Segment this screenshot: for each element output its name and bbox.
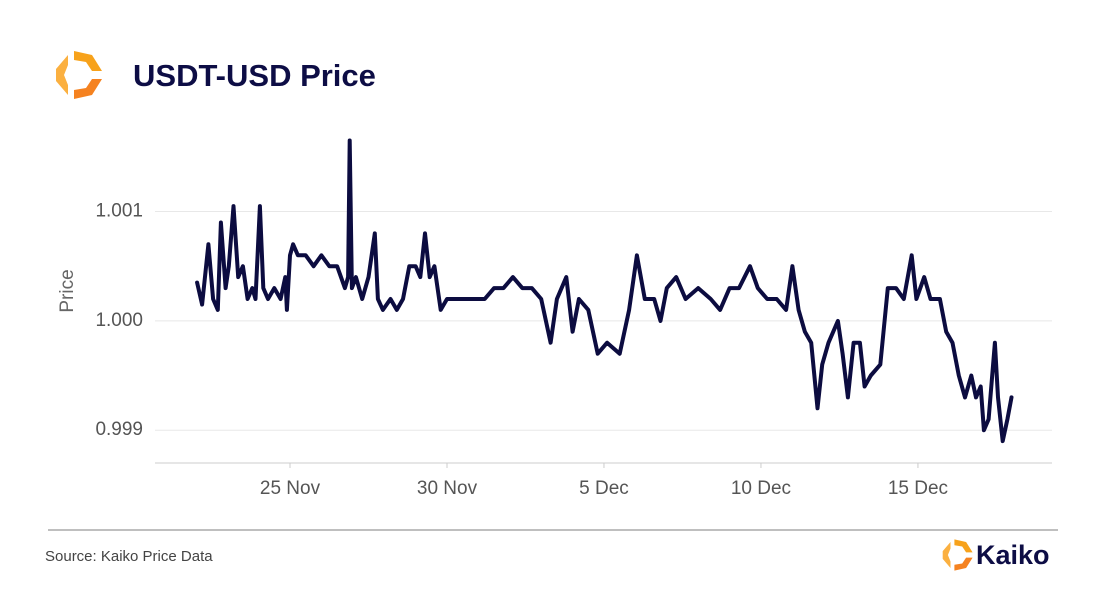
x-tick-label: 10 Dec	[731, 478, 791, 499]
x-tick-label: 5 Dec	[579, 478, 629, 499]
x-tick-label: 30 Nov	[417, 478, 478, 499]
x-tick-label: 25 Nov	[260, 478, 321, 499]
brand-name: Kaiko	[976, 540, 1050, 570]
source: Source: Kaiko Price Data	[45, 548, 213, 565]
y-tick-label: 0.999	[95, 419, 143, 440]
y-tick-label: 1.001	[95, 201, 143, 222]
brand-logo	[942, 539, 973, 571]
y-tick-label: 1.000	[95, 310, 143, 331]
x-tick-label: 15 Dec	[888, 478, 948, 499]
logo	[56, 51, 102, 99]
price-line	[195, 138, 1014, 444]
chart-title: USDT-USD Price	[133, 58, 376, 93]
plot-area: 0.999 1.000 1.001 25 Nov 30 Nov 5 Dec 10 Dec 15…	[95, 138, 1052, 499]
y-axis-label: Price	[57, 269, 78, 312]
